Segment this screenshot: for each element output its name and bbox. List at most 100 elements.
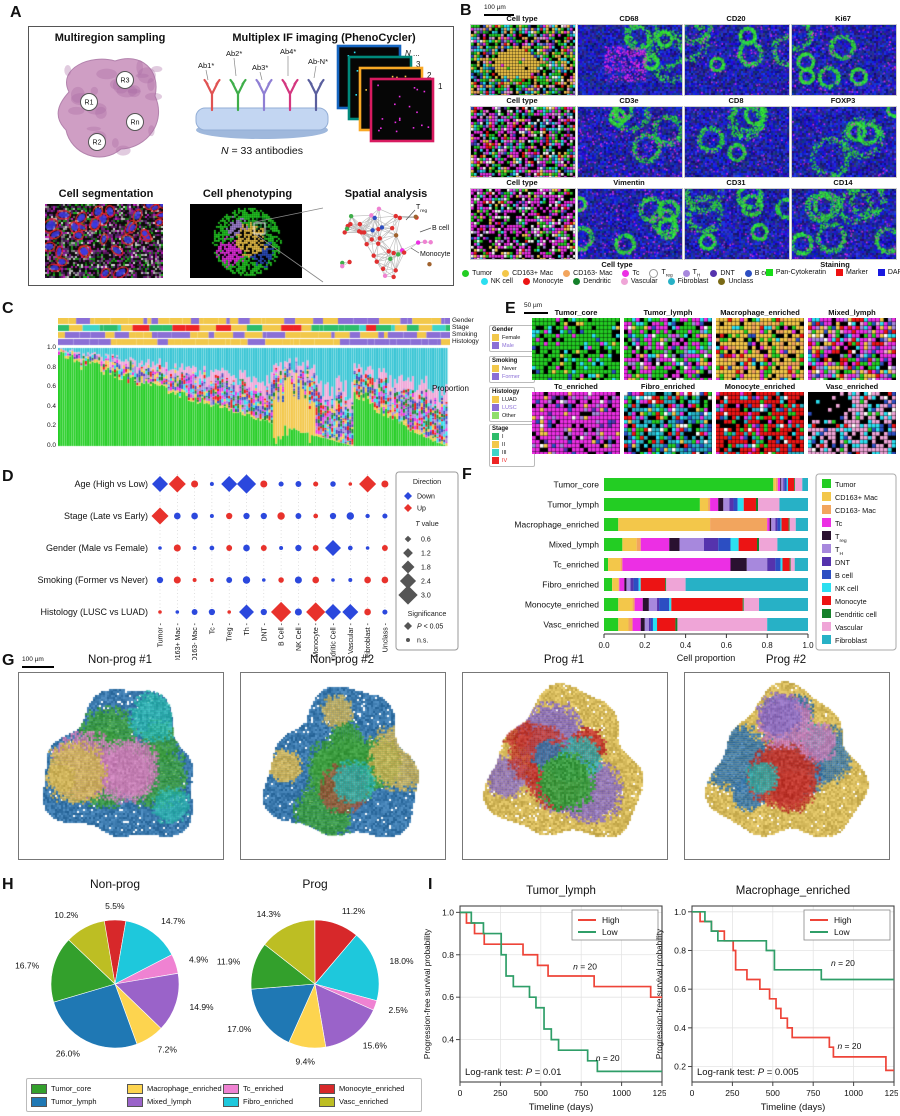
svg-text:Unclass -: Unclass - bbox=[382, 622, 389, 652]
stacked-bar-segment bbox=[632, 618, 641, 631]
dot-plot-point bbox=[192, 578, 197, 582]
stacked-bar-segment bbox=[608, 558, 621, 571]
legend-label: LUAD bbox=[502, 396, 517, 403]
svg-text:Tumor_core: Tumor_core bbox=[553, 480, 599, 490]
km-curve-high bbox=[692, 910, 894, 1072]
dot-plot-point bbox=[208, 608, 216, 616]
legend-swatch bbox=[492, 342, 499, 349]
svg-text:Fibroblast -: Fibroblast - bbox=[365, 622, 372, 658]
svg-text:Progression-free survival prob: Progression-free survival probability bbox=[655, 928, 664, 1059]
legend-item: Other bbox=[492, 412, 532, 419]
legend-item: DAPI bbox=[877, 269, 900, 276]
dot-plot-point bbox=[239, 604, 254, 620]
stacked-bar-segment bbox=[669, 598, 672, 611]
panel-label-e: E bbox=[505, 300, 516, 317]
dot-plot-point bbox=[325, 604, 341, 620]
cell-proportion-bar-chart: Tumor_core Tumor_lymph Macrophage_enriched… bbox=[514, 473, 897, 663]
legend-swatch bbox=[492, 396, 499, 403]
stacked-bar-segment bbox=[775, 478, 778, 491]
dot-plot-point bbox=[325, 540, 341, 556]
panel-a-box bbox=[28, 26, 454, 286]
scale-bar-e bbox=[524, 312, 548, 314]
tissue-illustration: R1 R2 R3 Rn bbox=[57, 58, 163, 158]
e-tile-title: Monocyte_enriched bbox=[724, 382, 796, 391]
stacked-bar-segment bbox=[759, 538, 778, 551]
dot-plot-point bbox=[381, 480, 389, 488]
stacked-bar-segment bbox=[790, 558, 795, 571]
svg-text:Tumor_lymph: Tumor_lymph bbox=[547, 500, 599, 510]
legend-row: Tumor_core Macrophage_enriched Tc_enriched… bbox=[31, 1082, 417, 1095]
svg-text:3.0: 3.0 bbox=[421, 593, 431, 600]
svg-text:14.7%: 14.7% bbox=[161, 916, 186, 926]
svg-text:1000: 1000 bbox=[612, 1088, 631, 1098]
legend-swatch bbox=[492, 365, 499, 372]
legend-swatch bbox=[319, 1096, 335, 1107]
c-y-tick: 0.2 bbox=[46, 422, 56, 430]
svg-text:Monocyte: Monocyte bbox=[420, 251, 450, 258]
legend-label: Treg bbox=[661, 269, 673, 279]
stacked-bar-segment bbox=[737, 498, 744, 511]
legend-label: TH bbox=[692, 269, 701, 279]
svg-text:Vascular: Vascular bbox=[835, 623, 863, 632]
e-tile-title: Tumor_core bbox=[554, 308, 598, 317]
stacked-bar-segment bbox=[786, 478, 789, 491]
svg-text:15.6%: 15.6% bbox=[363, 1041, 388, 1051]
svg-text:Tumor_lymph: Tumor_lymph bbox=[526, 885, 596, 897]
legend-row: Tumor_lymph Mixed_lymph Fibro_enriched Vasc… bbox=[31, 1095, 417, 1108]
svg-text:R3: R3 bbox=[121, 78, 130, 85]
legend-swatch bbox=[649, 269, 659, 279]
stacked-bar-segment bbox=[604, 518, 619, 531]
legend-swatch bbox=[462, 270, 470, 278]
stacked-bar-segment bbox=[710, 518, 768, 531]
panel-label-b: B bbox=[460, 2, 472, 19]
c-y-tick: 0.0 bbox=[46, 442, 56, 449]
pie-legend: Tumor_core Macrophage_enriched Tc_enriched… bbox=[26, 1078, 422, 1112]
legend-label: Male bbox=[502, 342, 514, 349]
svg-text:n = 20: n = 20 bbox=[831, 958, 855, 968]
legend-row: Female Male bbox=[492, 334, 532, 349]
legend-item: Tc_enriched bbox=[223, 1083, 319, 1094]
stacked-bar-segment bbox=[767, 558, 776, 571]
svg-text:Log-rank test: P = 0.01: Log-rank test: P = 0.01 bbox=[465, 1067, 561, 1078]
e-tile-image bbox=[716, 392, 804, 454]
legend-swatch bbox=[127, 1083, 143, 1094]
stacked-bar-segment bbox=[648, 598, 658, 611]
legend-label: Tumor_lymph bbox=[51, 1097, 97, 1106]
legend-label: B cell bbox=[754, 270, 772, 278]
stacked-bar-segment bbox=[604, 578, 613, 591]
pie-slice bbox=[314, 934, 380, 1002]
stacked-bar-segment bbox=[781, 518, 789, 531]
dot-plot-point bbox=[295, 481, 302, 487]
dot-plot-point bbox=[365, 546, 370, 550]
svg-text:T value: T value bbox=[415, 519, 439, 528]
dot-plot-point bbox=[381, 576, 389, 584]
legend-item: III bbox=[492, 449, 532, 456]
b-tile-image bbox=[577, 106, 683, 178]
svg-text:Th -: Th - bbox=[244, 622, 251, 635]
panel-a-title-multiplex: Multiplex IF imaging (PhenoCycler) bbox=[232, 32, 416, 44]
svg-text:4.9%: 4.9% bbox=[189, 954, 209, 964]
svg-text:Timeline (days): Timeline (days) bbox=[529, 1102, 594, 1113]
panel-label-a: A bbox=[10, 4, 22, 21]
stacked-bar-segment bbox=[710, 498, 719, 511]
svg-text:CD163+ Mac -: CD163+ Mac - bbox=[175, 622, 182, 660]
stacked-bar-segment bbox=[767, 618, 808, 631]
legend-label: Pan-Cytokeratin bbox=[775, 269, 827, 276]
legend-swatch bbox=[223, 1083, 239, 1094]
c-y-tick: 1.0 bbox=[46, 344, 56, 351]
g-map-box bbox=[18, 672, 224, 860]
svg-text:Gender (Male vs Female): Gender (Male vs Female) bbox=[46, 543, 148, 553]
legend-label: Dendritic bbox=[583, 278, 611, 286]
svg-text:NK cell: NK cell bbox=[835, 584, 858, 593]
legend-item: NK cell bbox=[480, 278, 513, 286]
dot-plot-point bbox=[294, 576, 302, 584]
stacked-bar-segment bbox=[618, 518, 711, 531]
stacked-bar-segment bbox=[665, 578, 667, 591]
gender-legend: Gender Female Male bbox=[489, 325, 535, 352]
legend-item: Mixed_lymph bbox=[127, 1096, 223, 1107]
svg-text:High: High bbox=[834, 915, 852, 925]
g-map-title: Prog #1 bbox=[543, 654, 585, 666]
svg-text:Rn: Rn bbox=[131, 120, 140, 127]
legend-item: Former bbox=[492, 373, 532, 380]
